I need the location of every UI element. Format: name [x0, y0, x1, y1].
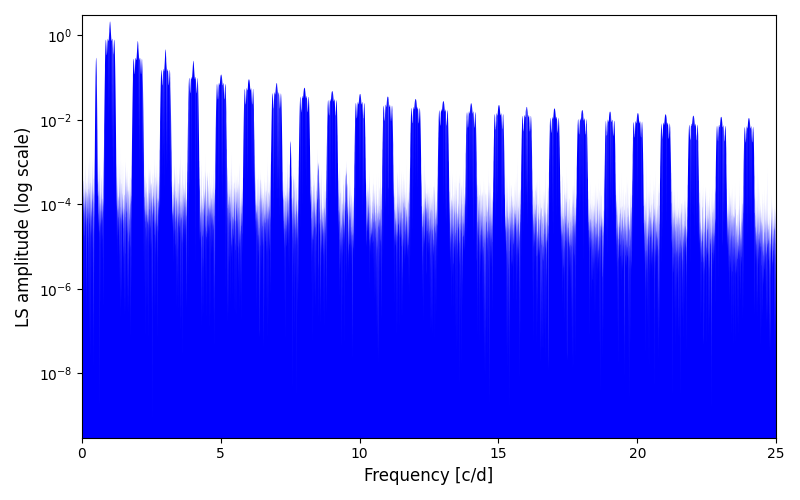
Y-axis label: LS amplitude (log scale): LS amplitude (log scale)	[15, 126, 33, 326]
X-axis label: Frequency [c/d]: Frequency [c/d]	[364, 467, 494, 485]
